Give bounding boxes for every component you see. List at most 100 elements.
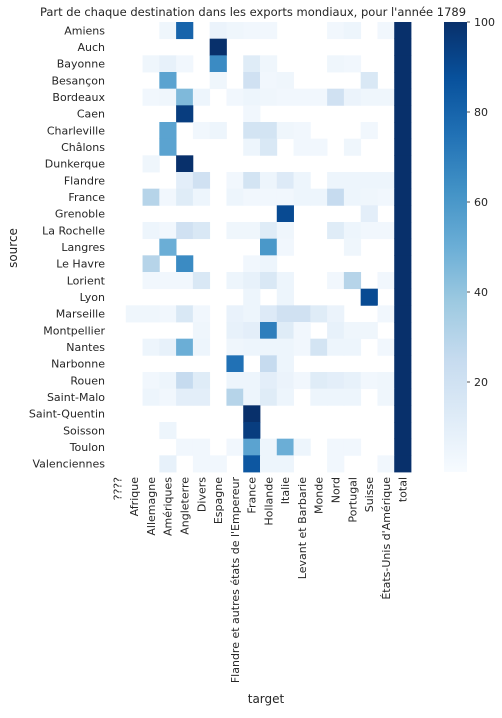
heatmap-cell-france-nord [327,188,345,206]
heatmap-cell-marseille-nord [327,305,345,323]
heatmap-cell-charleville-divers [192,122,211,140]
chart-title: Part de chaque destination dans les expo… [40,5,466,19]
heatmap-cell-valenciennes-france [243,455,261,473]
heatmap-cell-bordeaux-monde [310,88,328,106]
heatmap-cell-soisson-total [394,422,412,440]
heatmap-cell-valenciennes-total [394,455,412,473]
heatmap-cell-france-total [394,188,412,206]
y-tick-label: Valenciennes [32,458,105,471]
heatmap-cell-la-rochelle-nord [327,222,345,240]
heatmap-cell-besancon-suisse [360,72,378,90]
heatmap-cell-marseille-hollande [260,305,278,323]
heatmap-cell-flandre-portugal [343,172,362,190]
heatmap-cell-charleville-suisse [360,122,378,140]
heatmap-cell-toulon-flandre-et-autres-etats-de-l-empereur [226,438,244,456]
colorbar [444,22,467,472]
y-tick-label: Châlons [61,141,105,154]
heatmap-cell-langres-hollande [260,238,278,256]
heatmap-cell-soisson-ameriques [159,422,177,440]
heatmap-cell-marseille-angleterre [176,305,194,323]
heatmap-cell-flandre-suisse [360,172,378,190]
y-tick-label: Lorient [67,274,106,287]
heatmap-cell-france-levant-et-barbarie [293,188,311,206]
heatmap-cell-nantes-portugal [343,338,362,356]
heatmap-cell-rouen-divers [192,372,211,390]
heatmap-cell-montpellier-flandre-et-autres-etats-de-l-empereur [226,322,244,340]
x-tick-label: Hollande [262,477,275,526]
heatmap-cell-nantes-total [394,338,412,356]
x-tick-label: Allemagne [145,477,158,536]
heatmap-cell-lorient-portugal [343,272,362,290]
heatmap-cell-narbonne-hollande [260,355,278,373]
heatmap-cell-nantes-ameriques [159,338,177,356]
heatmap-cell-france-portugal [343,188,362,206]
heatmap-cell-montpellier-total [394,322,412,340]
heatmap-cell-lorient-divers [192,272,211,290]
heatmap-cell-montpellier-levant-et-barbarie [293,322,311,340]
heatmap-cell-le-havre-angleterre [176,255,194,273]
heatmap-cell-lorient-nord [327,272,345,290]
heatmap-cell-nantes-levant-et-barbarie [293,338,311,356]
heatmap-cell-charleville-ameriques [159,122,177,140]
heatmap-cell-valenciennes-nord [327,455,345,473]
heatmap-cell-chalons-levant-et-barbarie [293,138,311,156]
heatmap-cell-le-havre-hollande [260,255,278,273]
heatmap-cell-bordeaux-suisse [360,88,378,106]
heatmap-cell-toulon-total [394,438,412,456]
heatmap-cell-marseille-levant-et-barbarie [293,305,311,323]
heatmap-cell-narbonne-flandre-et-autres-etats-de-l-empereur [226,355,244,373]
heatmap-cell-france-etats-unis-d-amerique [377,188,395,206]
heatmap-cell-montpellier-hollande [260,322,278,340]
heatmap-cell-toulon-hollande [260,438,278,456]
heatmap-cell-valenciennes-divers [192,455,211,473]
y-tick-label: Le Havre [56,258,105,271]
heatmap-cell-saint-malo-divers [192,388,211,406]
heatmap-cell-langres-ameriques [159,238,177,256]
heatmap-cell-bordeaux-france [243,88,261,106]
colorbar-tick-label: 60 [474,196,488,209]
heatmap-cell-lorient-ameriques [159,272,177,290]
heatmap-cell-grenoble-suisse [360,205,378,223]
heatmap-cell-nantes-nord [327,338,345,356]
heatmap-cell-bayonne-nord [327,55,345,73]
heatmap-cell-france-suisse [360,188,378,206]
heatmap-cell-rouen-allemagne [142,372,160,390]
y-tick-label: Caen [77,108,105,121]
heatmap-cell-la-rochelle-ameriques [159,222,177,240]
colorbar-tick-label: 100 [474,16,495,29]
heatmap-cell-nantes-divers [192,338,211,356]
heatmap-cell-flandre-italie [276,172,294,190]
y-tick-label: La Rochelle [42,224,105,237]
heatmap-cell-toulon-italie [276,438,294,456]
heatmap-cell-toulon-divers [192,438,211,456]
heatmap-cell-dunkerque-total [394,155,412,173]
y-tick-label: Grenoble [55,208,105,221]
heatmap-cell-marseille-divers [192,305,211,323]
x-tick-label: Levant et Barbarie [296,477,309,579]
heatmap-cell-lorient-etats-unis-d-amerique [377,272,395,290]
y-tick-label: Charleville [47,124,105,137]
heatmap-cell-le-havre-total [394,255,412,273]
heatmap-cell-france-allemagne [142,188,160,206]
heatmap-cell-flandre-nord [327,172,345,190]
heatmap-cell-amiens-hollande [260,22,278,40]
heatmap-cell-rouen-total [394,372,412,390]
heatmap-cell-saint-malo-nord [327,388,345,406]
heatmap-cell-la-rochelle-divers [192,222,211,240]
heatmap-cell-amiens-total [394,22,412,40]
heatmap-cell-bordeaux-italie [276,88,294,106]
y-tick-label: Narbonne [51,358,105,371]
heatmap-cell-france-angleterre [176,188,194,206]
heatmap-cell-rouen-flandre-et-autres-etats-de-l-empereur [226,372,244,390]
heatmap-cell-rouen-suisse [360,372,378,390]
y-tick-label: Rouen [70,374,105,387]
heatmap-cell-caen-total [394,105,412,123]
y-tick-labels: Amiens Auch Bayonne Besançon Bordeaux Caen Cha… [29,24,106,470]
x-tick-label: Portugal [346,477,359,523]
heatmap-cell-lorient-france [243,272,261,290]
heatmap-cell-grenoble-italie [276,205,294,223]
heatmap-cell-toulon-portugal [343,438,362,456]
heatmap-cell-valenciennes-etats-unis-d-amerique [377,455,395,473]
heatmap-cell-flandre-etats-unis-d-amerique [377,172,395,190]
heatmap-cell-saint-malo-france [243,388,261,406]
